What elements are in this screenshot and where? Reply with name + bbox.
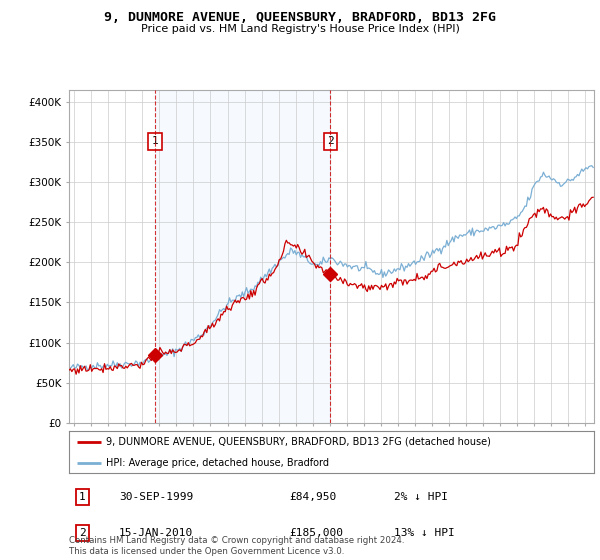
Text: 15-JAN-2010: 15-JAN-2010: [119, 528, 193, 538]
Text: 9, DUNMORE AVENUE, QUEENSBURY, BRADFORD, BD13 2FG (detached house): 9, DUNMORE AVENUE, QUEENSBURY, BRADFORD,…: [106, 437, 491, 447]
Text: 1: 1: [152, 136, 158, 146]
Text: 2% ↓ HPI: 2% ↓ HPI: [395, 492, 449, 502]
Text: 30-SEP-1999: 30-SEP-1999: [119, 492, 193, 502]
Text: HPI: Average price, detached house, Bradford: HPI: Average price, detached house, Brad…: [106, 458, 329, 468]
Text: 2: 2: [79, 528, 86, 538]
Text: 1: 1: [79, 492, 86, 502]
Bar: [155, 90, 331, 423]
Text: 2: 2: [327, 136, 334, 146]
Text: Contains HM Land Registry data © Crown copyright and database right 2024.
This d: Contains HM Land Registry data © Crown c…: [69, 536, 404, 556]
Text: Price paid vs. HM Land Registry's House Price Index (HPI): Price paid vs. HM Land Registry's House …: [140, 24, 460, 34]
Text: £185,000: £185,000: [290, 528, 343, 538]
Text: 9, DUNMORE AVENUE, QUEENSBURY, BRADFORD, BD13 2FG: 9, DUNMORE AVENUE, QUEENSBURY, BRADFORD,…: [104, 11, 496, 24]
Text: £84,950: £84,950: [290, 492, 337, 502]
Text: 13% ↓ HPI: 13% ↓ HPI: [395, 528, 455, 538]
